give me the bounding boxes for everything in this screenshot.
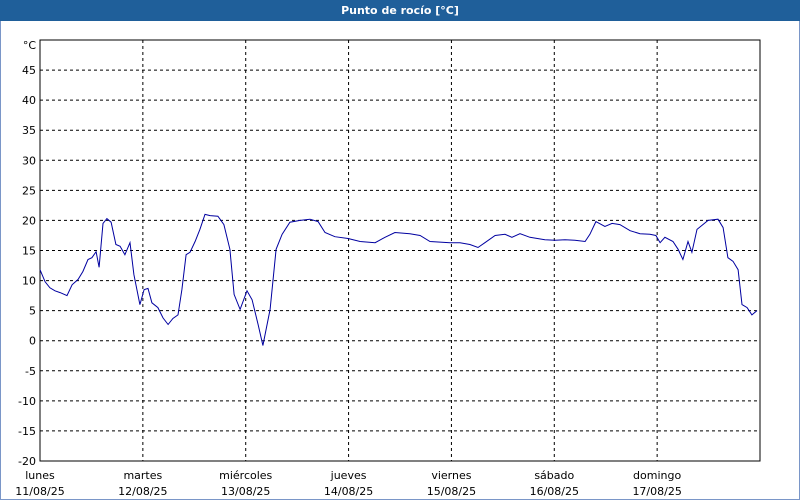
y-tick-label: -5: [25, 365, 36, 378]
y-tick-label: -10: [18, 395, 36, 408]
y-tick-label: 20: [22, 214, 36, 227]
unit-label: °C: [23, 39, 37, 52]
x-tick-date: 12/08/25: [118, 485, 167, 498]
x-tick-label: martes: [123, 469, 162, 482]
y-tick-label: 10: [22, 275, 36, 288]
y-tick-label: -20: [18, 455, 36, 468]
x-tick-date: 17/08/25: [632, 485, 681, 498]
plot-frame: [39, 39, 761, 462]
y-tick-label: 15: [22, 245, 36, 258]
y-tick-label: -15: [18, 425, 36, 438]
data-line: [39, 213, 758, 346]
x-tick-label: jueves: [330, 469, 367, 482]
title-bar: [0, 0, 800, 21]
y-tick-label: 30: [22, 154, 36, 167]
y-tick-label: 45: [22, 64, 36, 77]
x-tick-date: 16/08/25: [530, 485, 579, 498]
x-tick-label: lunes: [25, 469, 55, 482]
x-tick-date: 11/08/25: [15, 485, 64, 498]
y-tick-label: 35: [22, 124, 36, 137]
x-tick-label: viernes: [431, 469, 471, 482]
x-tick-label: domingo: [633, 469, 681, 482]
x-tick-date: 15/08/25: [427, 485, 476, 498]
x-tick-label: miércoles: [219, 469, 272, 482]
y-tick-label: 40: [22, 94, 36, 107]
x-tick-label: sábado: [534, 469, 574, 482]
y-tick-label: 0: [29, 335, 36, 348]
x-tick-date: 13/08/25: [221, 485, 270, 498]
x-tick-date: 14/08/25: [324, 485, 373, 498]
y-tick-label: 25: [22, 184, 36, 197]
chart-title: Punto de rocío [°C]: [341, 4, 459, 17]
y-tick-label: 5: [29, 305, 36, 318]
